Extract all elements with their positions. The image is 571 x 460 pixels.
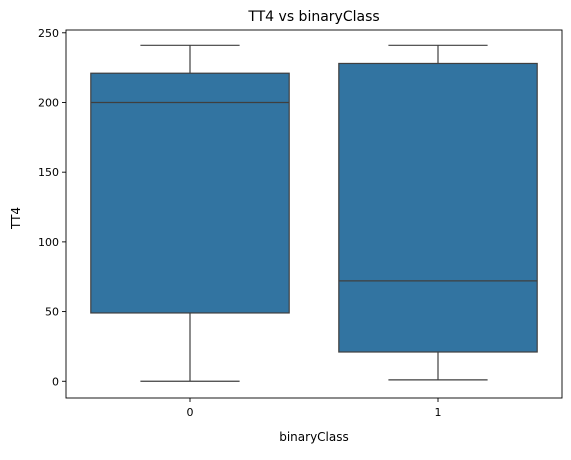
y-tick-label: 100 [38, 236, 59, 249]
box-1 [338, 62, 538, 353]
plot-frame [65, 29, 563, 399]
y-tick-label: 150 [38, 166, 59, 179]
y-tick-label: 50 [45, 306, 59, 319]
chart-title: TT4 vs binaryClass [247, 9, 379, 25]
x-axis-label: binaryClass [279, 430, 349, 444]
x-tick-label: 1 [435, 406, 442, 419]
x-tick-label: 0 [187, 406, 194, 419]
y-tick-label: 200 [38, 96, 59, 109]
plot-area: 0 50 100 150 200 250 0 1 [38, 27, 563, 419]
y-tick-label: 0 [52, 375, 59, 388]
y-axis-label: TT4 [9, 207, 23, 230]
box-0 [90, 72, 290, 314]
y-tick-label: 250 [38, 27, 59, 40]
